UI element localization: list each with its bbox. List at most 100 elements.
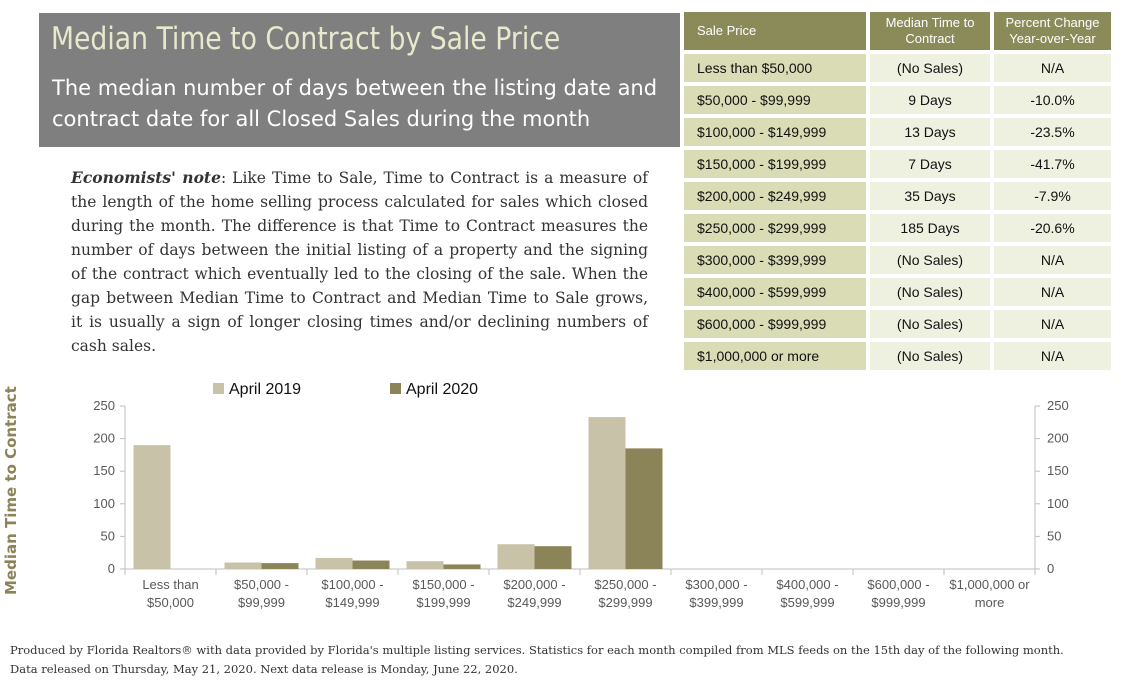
x-tick-label: $249,999 — [507, 595, 561, 610]
table-header-cell: Sale Price — [684, 12, 866, 50]
table-cell: $100,000 - $149,999 — [684, 118, 866, 146]
x-tick-label: $1,000,000 or — [949, 577, 1030, 592]
table-cell: N/A — [994, 246, 1111, 274]
x-tick-label: $149,999 — [325, 595, 379, 610]
x-tick-label: $200,000 - — [503, 577, 565, 592]
table-cell: (No Sales) — [870, 342, 990, 370]
x-tick-label: $999,999 — [871, 595, 925, 610]
table-cell: $200,000 - $249,999 — [684, 182, 866, 210]
page-title: Median Time to Contract by Sale Price — [51, 21, 561, 57]
table-cell: 9 Days — [870, 86, 990, 114]
table-row: $250,000 - $299,999 185 Days -20.6% — [684, 214, 1111, 242]
bar-april-2019 — [497, 544, 535, 569]
page-subtitle: The median number of days between the li… — [52, 76, 658, 131]
note-label: Economists' note — [71, 168, 221, 187]
x-tick-label: $50,000 — [147, 595, 194, 610]
table-header-row: Sale Price Median Time to Contract Perce… — [684, 12, 1111, 50]
bar-april-2019 — [588, 417, 626, 569]
x-tick-label: $250,000 - — [594, 577, 656, 592]
x-tick-label: more — [975, 595, 1005, 610]
table-cell: -20.6% — [994, 214, 1111, 242]
table-cell: 185 Days — [870, 214, 990, 242]
table-cell: 13 Days — [870, 118, 990, 146]
sale-price-table: Sale Price Median Time to Contract Perce… — [680, 8, 1115, 374]
y-tick-label: 0 — [1047, 561, 1054, 576]
bar-april-2019 — [224, 562, 262, 569]
bar-april-2019 — [315, 557, 353, 569]
bar-april-2019 — [133, 445, 171, 569]
table-cell: (No Sales) — [870, 54, 990, 82]
table-cell: (No Sales) — [870, 246, 990, 274]
legend-label: April 2019 — [229, 381, 301, 398]
x-tick-label: $299,999 — [598, 595, 652, 610]
table-row: $600,000 - $999,999 (No Sales) N/A — [684, 310, 1111, 338]
bar-april-2020 — [534, 546, 572, 569]
table-cell: N/A — [994, 278, 1111, 306]
table-header-cell: Median Time to Contract — [870, 12, 990, 50]
bar-chart: 0 0 50 50 100 100 150 150 200 200 250 250 Less than $… — [93, 381, 1069, 610]
footer: Produced by Florida Realtors® with data … — [10, 641, 1064, 679]
table-cell: $150,000 - $199,999 — [684, 150, 866, 178]
table-cell: $1,000,000 or more — [684, 342, 866, 370]
table-row: $50,000 - $99,999 9 Days -10.0% — [684, 86, 1111, 114]
y-tick-label: 250 — [1047, 398, 1069, 413]
y-tick-label: 50 — [101, 528, 115, 543]
legend-swatch — [390, 383, 401, 394]
table-cell: $300,000 - $399,999 — [684, 246, 866, 274]
table-row: $300,000 - $399,999 (No Sales) N/A — [684, 246, 1111, 274]
y-tick-label: 100 — [1047, 496, 1069, 511]
bar-april-2020 — [261, 563, 299, 569]
table-cell: -23.5% — [994, 118, 1111, 146]
y-tick-label: 250 — [93, 398, 115, 413]
x-tick-label: $150,000 - — [412, 577, 474, 592]
x-tick-label: $600,000 - — [867, 577, 929, 592]
note-text: : Like Time to Sale, Time to Contract is… — [71, 169, 649, 355]
table-cell: $250,000 - $299,999 — [684, 214, 866, 242]
table-cell: (No Sales) — [870, 278, 990, 306]
table-cell: -7.9% — [994, 182, 1111, 210]
x-tick-label: $199,999 — [416, 595, 470, 610]
y-tick-label: 200 — [93, 431, 115, 446]
table-row: $100,000 - $149,999 13 Days -23.5% — [684, 118, 1111, 146]
table-row: $200,000 - $249,999 35 Days -7.9% — [684, 182, 1111, 210]
table-cell: $50,000 - $99,999 — [684, 86, 866, 114]
y-tick-label: 0 — [108, 561, 115, 576]
table-cell: Less than $50,000 — [684, 54, 866, 82]
table-row: $150,000 - $199,999 7 Days -41.7% — [684, 150, 1111, 178]
bar-april-2019 — [406, 561, 444, 569]
table-header-cell: Percent Change Year-over-Year — [994, 12, 1111, 50]
table-cell: N/A — [994, 54, 1111, 82]
table-cell: N/A — [994, 310, 1111, 338]
bar-april-2020 — [625, 448, 663, 569]
x-tick-label: Less than — [142, 577, 198, 592]
y-tick-label: 200 — [1047, 431, 1069, 446]
table-cell: $400,000 - $599,999 — [684, 278, 866, 306]
economists-note: Economists' note: Like Time to Sale, Tim… — [71, 166, 648, 358]
table-cell: 35 Days — [870, 182, 990, 210]
footer-line-1: Produced by Florida Realtors® with data … — [10, 643, 1064, 657]
table-row: $400,000 - $599,999 (No Sales) N/A — [684, 278, 1111, 306]
x-tick-label: $300,000 - — [685, 577, 747, 592]
x-tick-label: $400,000 - — [776, 577, 838, 592]
table-cell: (No Sales) — [870, 310, 990, 338]
table-cell: -10.0% — [994, 86, 1111, 114]
y-tick-label: 100 — [93, 496, 115, 511]
x-tick-label: $50,000 - — [234, 577, 289, 592]
table-row: $1,000,000 or more (No Sales) N/A — [684, 342, 1111, 370]
table-cell: N/A — [994, 342, 1111, 370]
header-banner: Median Time to Contract by Sale Price Th… — [39, 13, 680, 147]
x-tick-label: $99,999 — [238, 595, 285, 610]
bar-april-2020 — [443, 564, 481, 569]
table-row: Less than $50,000 (No Sales) N/A — [684, 54, 1111, 82]
legend-swatch — [213, 383, 224, 394]
y-tick-label: 150 — [1047, 463, 1069, 478]
y-tick-label: 150 — [93, 463, 115, 478]
x-tick-label: $599,999 — [780, 595, 834, 610]
y-tick-label: 50 — [1047, 528, 1061, 543]
bar-april-2020 — [352, 560, 390, 569]
x-tick-label: $100,000 - — [321, 577, 383, 592]
legend-label: April 2020 — [406, 381, 478, 398]
table-cell: 7 Days — [870, 150, 990, 178]
x-tick-label: $399,999 — [689, 595, 743, 610]
footer-line-2: Data released on Thursday, May 21, 2020.… — [10, 662, 518, 676]
